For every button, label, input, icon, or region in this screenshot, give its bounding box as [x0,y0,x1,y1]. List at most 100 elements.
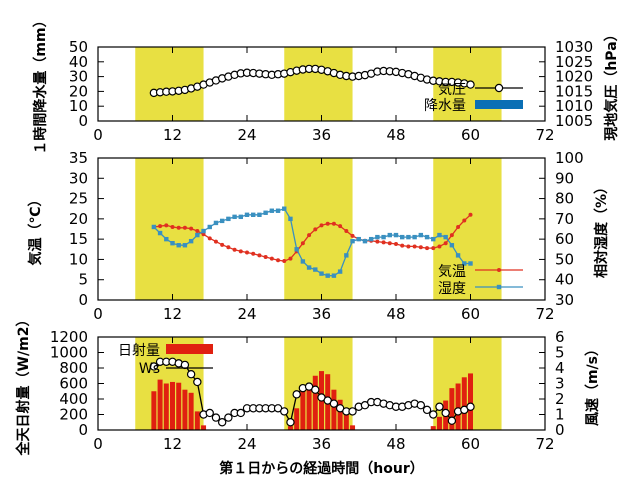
x-tick-label: 48 [386,435,405,453]
x-axis-label: 第１日からの経過時間（hour） [219,460,423,477]
x-tick-label: 36 [312,435,331,453]
legend-marker [497,268,501,272]
data-point [275,208,281,213]
radiation-bar [436,416,442,430]
data-point [431,236,436,242]
data-point [468,261,473,266]
x-tick-label: 24 [237,435,256,453]
data-point [319,223,324,228]
data-point [393,232,399,238]
y-tick-label: 1000 [50,344,88,362]
x-tick-label: 60 [461,305,480,323]
data-point [201,232,206,237]
data-point [201,228,206,234]
data-point [443,241,448,246]
radiation-bar [182,389,188,430]
y-tick-label: 800 [59,359,88,377]
data-point [195,229,200,234]
y-tick-label: 5 [78,271,88,289]
radiation-bar [188,392,194,430]
x-tick-label: 12 [163,305,182,323]
y-tick-label: 0 [78,421,88,439]
x-tick-label: 72 [535,305,554,323]
legend-label: 降水量 [424,98,466,114]
data-point [294,247,299,252]
y-tick-label: 600 [59,375,88,393]
y2-tick-label: 3 [555,375,565,393]
y2-axis-label: 風速（m/s） [584,342,601,426]
data-point [280,407,289,416]
data-point [257,253,262,258]
legend-label: 気圧 [438,82,466,98]
x-tick-label: 24 [237,126,256,144]
data-point [447,416,457,425]
data-point [394,242,398,247]
data-point [456,224,461,229]
data-point [311,385,320,394]
data-point [416,401,426,410]
data-point [348,407,357,416]
legend-swatch [166,344,213,354]
y2-tick-label: 1015 [555,82,593,100]
x-tick-label: 0 [93,126,103,144]
data-point [217,418,227,427]
y-tick-label: 50 [69,38,88,56]
data-point [176,225,181,230]
y2-tick-label: 4 [555,359,565,377]
radiation-bar [343,412,349,430]
data-point [356,236,361,242]
data-point [288,216,293,222]
data-point [406,244,411,249]
data-point [306,265,312,270]
y-tick-label: 200 [59,406,88,424]
y-tick-label: 30 [69,169,88,187]
y2-tick-label: 30 [555,291,574,309]
radiation-bar [194,411,200,430]
data-point [149,362,159,371]
data-point [263,210,268,215]
data-point [412,234,417,240]
y2-tick-label: 1030 [555,38,593,56]
data-point [263,254,268,259]
data-point [331,221,336,226]
panel-3: 0 12 24 36 48 60 72020040060080010001200012345… [15,313,601,477]
data-point [462,218,467,223]
data-point [286,418,295,427]
data-point [319,271,324,276]
data-point [441,408,450,418]
data-point [158,224,163,229]
data-point [375,234,380,240]
data-point [186,370,196,379]
data-point [188,238,194,244]
radiation-bar [300,391,306,430]
x-tick-label: 60 [461,435,480,453]
data-point [325,221,330,226]
y2-tick-label: 1010 [555,97,593,115]
data-point [425,246,430,251]
y-tick-label: 40 [69,53,88,71]
y2-tick-label: 1020 [555,68,593,86]
data-point [224,413,233,422]
data-point [437,244,442,249]
y2-tick-label: 1025 [555,53,593,71]
series-line [153,207,471,277]
y-tick-label: 1200 [50,328,88,346]
data-point [368,236,374,242]
plot-frame [97,336,546,431]
x-tick-label: 72 [535,126,554,144]
y-tick-label: 0 [78,112,88,130]
radiation-bar [176,382,182,430]
data-point [307,233,312,238]
data-point [232,247,237,252]
data-point [418,245,423,250]
legend-marker [496,284,502,290]
radiation-bar [157,379,163,430]
data-point [182,243,188,248]
data-point [350,233,355,238]
y2-tick-label: 1 [555,406,565,424]
y-tick-label: 400 [59,390,88,408]
data-point [220,242,225,247]
data-point [207,236,212,241]
y2-tick-label: 5 [555,344,565,362]
data-point [329,399,339,408]
